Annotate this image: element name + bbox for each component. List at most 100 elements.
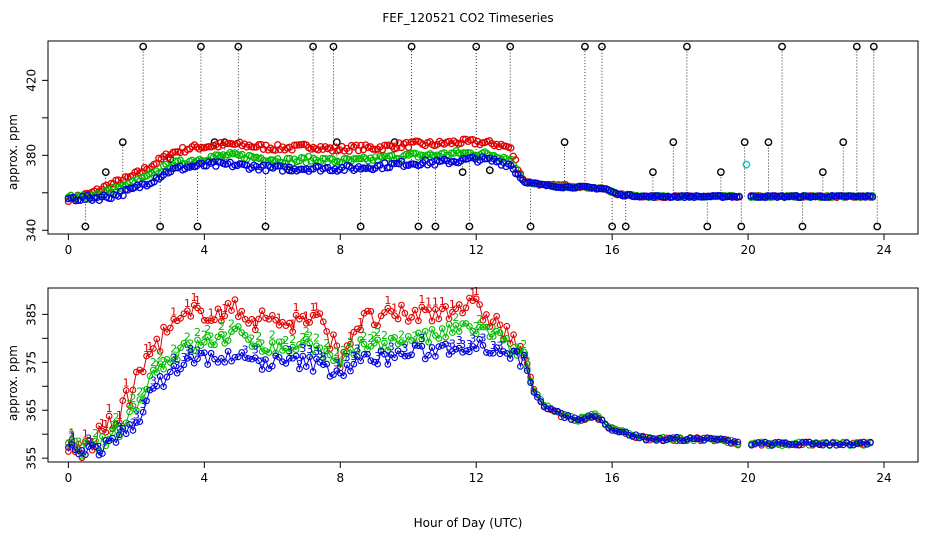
series-s2-point: [316, 344, 324, 352]
series-s3-point: [306, 353, 314, 361]
series-s2-marker: 2: [367, 332, 374, 345]
series-s3-marker: 3: [333, 357, 340, 370]
series-s3-point: [564, 412, 572, 419]
series-s2-marker: 2: [306, 329, 313, 342]
series-s1-point: [258, 307, 266, 315]
series-s3-point: [428, 344, 436, 351]
series-s3-point: [171, 164, 180, 172]
series-s3-point: [258, 366, 266, 373]
series-s3-point: [343, 361, 351, 369]
raw-point: [329, 42, 338, 51]
series-s2-point: [143, 385, 150, 393]
series-s3-point: [272, 352, 280, 360]
series-s3-point: [703, 434, 711, 442]
series-s3-marker: 3: [344, 351, 351, 364]
raw-point: [740, 138, 749, 147]
series-s3-point: [659, 437, 667, 445]
series-s3-point: [388, 159, 396, 168]
series-s1-point: [109, 425, 116, 433]
raw-point: [716, 168, 725, 177]
raw-point: [407, 42, 416, 51]
series-s3-point: [122, 430, 130, 438]
series-s2-marker: 2: [218, 320, 225, 333]
series-s2-point: [421, 327, 429, 335]
series-s2-point: [296, 340, 303, 348]
series-s3-point: [99, 450, 106, 457]
series-s1-point: [150, 345, 157, 352]
series-s3-point: [580, 182, 589, 191]
series-s3-point: [751, 440, 759, 448]
series-s2-point: [204, 333, 212, 341]
series-s3-point: [292, 352, 300, 360]
series-s1-marker: 1: [276, 311, 283, 324]
raw-point: [118, 138, 127, 147]
series-s2-marker: 2: [299, 331, 306, 344]
series-s2-point: [574, 418, 582, 425]
series-s2-marker: 2: [269, 328, 276, 341]
series-s1-point: [65, 448, 72, 455]
series-s1-point: [248, 315, 256, 323]
series-s3-point: [299, 352, 307, 360]
series-s1-point: [217, 317, 225, 325]
series-s1-point: [353, 325, 361, 333]
series-s1-marker: 1: [524, 350, 531, 363]
series-s3-point: [245, 355, 252, 362]
series-s3-point: [500, 348, 507, 355]
series-s2-point: [394, 340, 402, 348]
series-s1-point: [214, 305, 222, 313]
series-s2-point: [302, 335, 310, 343]
raw-point: [869, 42, 878, 51]
series-s2-point: [285, 348, 293, 356]
series-s2-point: [415, 329, 422, 337]
series-s2-point: [255, 340, 263, 348]
series-s3-point: [469, 343, 477, 350]
series-s3-point: [534, 393, 541, 401]
series-s3-point: [809, 440, 816, 448]
raw-point: [458, 168, 467, 177]
raw-point: [356, 222, 365, 231]
series-s3-point: [472, 345, 480, 352]
series-s1-point: [251, 326, 259, 334]
series-s3-point: [126, 184, 134, 192]
series-s3-point: [833, 192, 841, 200]
series-s2-point: [323, 347, 331, 355]
series-s3-point: [704, 192, 712, 201]
series-s2-point: [357, 336, 365, 343]
series-s2-point: [180, 339, 188, 347]
series-s1-point: [479, 316, 487, 324]
series-s1-point: [224, 139, 232, 148]
series-s2-marker: 2: [520, 338, 527, 351]
series-s3-point: [666, 435, 674, 443]
series-s1-point: [268, 312, 276, 319]
y-tick-label: 385: [25, 303, 39, 326]
series-s3-point: [506, 355, 514, 362]
series-s2-point: [401, 340, 409, 347]
series-s2-marker: 2: [109, 419, 116, 432]
series-s2-point: [517, 346, 524, 354]
series-s1-point: [306, 319, 314, 326]
series-s1-point: [510, 331, 517, 339]
series-s3-point: [302, 363, 310, 370]
series-s3-point: [765, 440, 772, 447]
x-tick-label: 12: [469, 243, 484, 257]
series-s1-marker: 1: [191, 291, 198, 304]
series-s2-point: [354, 154, 363, 163]
series-s3-point: [204, 361, 212, 368]
series-s2-marker: 2: [208, 331, 215, 344]
raw-point: [139, 42, 148, 51]
series-s2-point: [370, 339, 378, 347]
series-s3-point: [856, 439, 864, 447]
plot-frame: [47, 287, 919, 463]
series-s2-point: [262, 347, 269, 355]
series-s3-marker: 3: [68, 430, 75, 443]
series-s3-point: [224, 347, 232, 355]
series-s2-marker: 2: [75, 436, 82, 449]
series-s3-point: [241, 354, 249, 362]
series-s2-point: [409, 149, 417, 157]
series-s3-point: [112, 439, 120, 446]
x-tick-label: 4: [201, 471, 209, 485]
raw-point: [197, 42, 205, 51]
series-s3-point: [557, 409, 565, 417]
series-s2-marker: 2: [140, 385, 147, 398]
